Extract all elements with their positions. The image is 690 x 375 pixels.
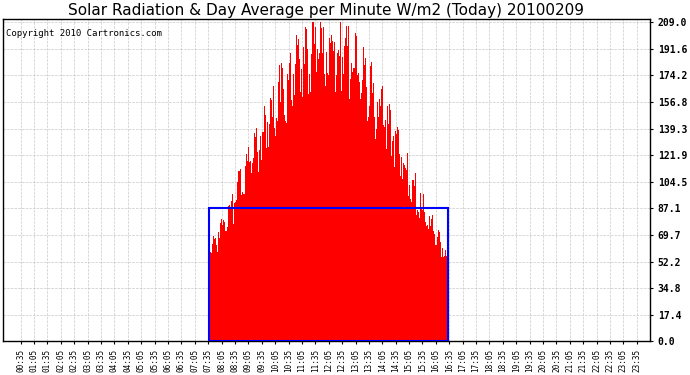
Bar bbox=[209, 209, 448, 342]
Text: Copyright 2010 Cartronics.com: Copyright 2010 Cartronics.com bbox=[6, 28, 162, 38]
Title: Solar Radiation & Day Average per Minute W/m2 (Today) 20100209: Solar Radiation & Day Average per Minute… bbox=[68, 3, 584, 18]
